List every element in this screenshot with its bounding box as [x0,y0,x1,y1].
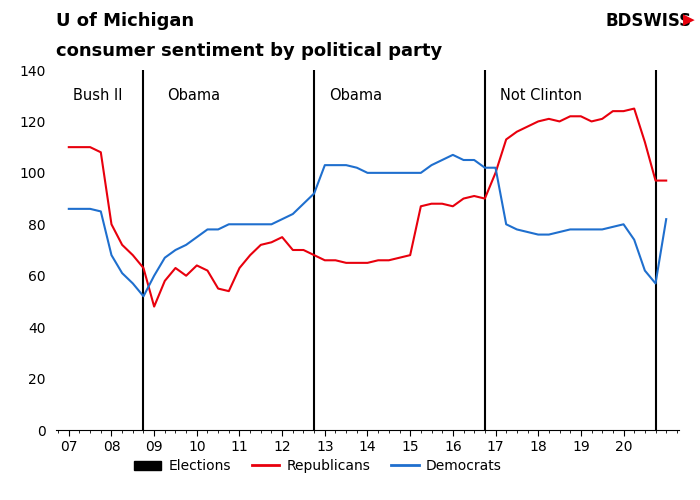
Text: Bush II: Bush II [73,88,122,103]
Text: Obama: Obama [329,88,382,103]
Text: BDSWISS: BDSWISS [606,12,692,30]
Text: Not Clinton: Not Clinton [500,88,582,103]
Legend: Elections, Republicans, Democrats: Elections, Republicans, Democrats [128,454,508,479]
Text: ▶: ▶ [682,12,694,28]
Text: U of Michigan: U of Michigan [56,12,194,30]
Text: Obama: Obama [167,88,220,103]
Text: consumer sentiment by political party: consumer sentiment by political party [56,42,442,60]
